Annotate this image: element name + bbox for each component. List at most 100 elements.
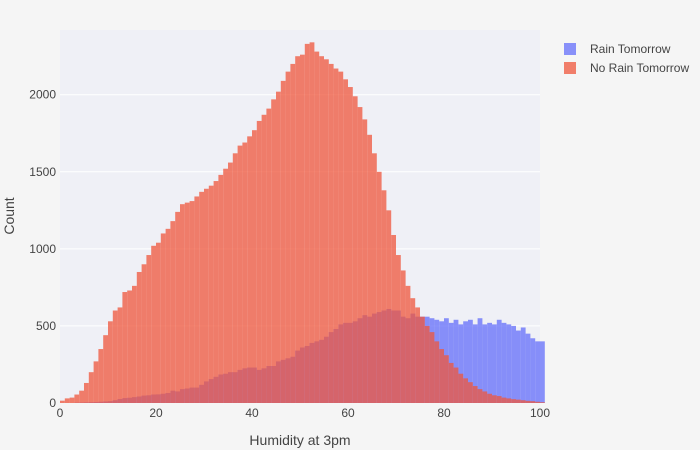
histogram-bar	[530, 338, 536, 403]
x-tick-label: 80	[437, 406, 451, 420]
histogram-bar	[448, 322, 454, 403]
histogram-bar	[204, 188, 209, 403]
histogram-bar	[256, 120, 262, 403]
histogram-bar	[189, 201, 195, 403]
histogram-bar	[165, 228, 171, 403]
histogram-bar	[319, 56, 324, 403]
histogram-bar	[261, 114, 267, 403]
histogram-bar	[242, 142, 248, 403]
histogram-bar	[252, 130, 257, 403]
histogram-bar	[151, 245, 156, 403]
histogram-bar	[448, 362, 454, 403]
y-tick-label: 1000	[29, 242, 56, 256]
y-tick-label: 0	[49, 396, 56, 410]
histogram-bar	[458, 324, 464, 403]
histogram-bar	[84, 382, 89, 403]
histogram-bar	[415, 307, 420, 403]
y-tick-label: 2000	[29, 88, 56, 102]
x-tick-label: 60	[341, 406, 355, 420]
x-tick-label: 40	[245, 406, 259, 420]
histogram-bar	[237, 145, 243, 403]
histogram-bar	[386, 210, 392, 403]
histogram-bars	[60, 42, 545, 404]
histogram-bar	[357, 107, 363, 404]
histogram-bar	[266, 108, 272, 404]
histogram-bar	[290, 63, 296, 404]
histogram-bar	[468, 319, 473, 403]
histogram-bar	[271, 99, 276, 404]
histogram-bar	[424, 325, 430, 403]
histogram-bar	[69, 397, 75, 403]
histogram-bar	[458, 373, 464, 403]
histogram-bar	[487, 322, 492, 403]
legend-item-no-rain-tomorrow[interactable]: No Rain Tomorrow	[564, 61, 689, 75]
x-tick-label: 0	[57, 406, 64, 420]
histogram-bar	[175, 211, 180, 403]
histogram-bar	[501, 322, 507, 403]
histogram-bar	[482, 391, 488, 403]
histogram-bar	[496, 319, 502, 403]
histogram-bar	[213, 181, 219, 403]
histogram-bar	[516, 399, 521, 403]
histogram-bar	[276, 91, 281, 403]
histogram-bar	[405, 285, 411, 403]
histogram-bar	[141, 264, 147, 403]
histogram-bar	[60, 400, 65, 403]
histogram-bar	[535, 401, 540, 403]
histogram-bar	[223, 168, 228, 403]
histogram-bar	[453, 367, 459, 403]
histogram-bar	[540, 402, 545, 403]
histogram-bar	[396, 255, 401, 403]
y-axis-title: Count	[1, 197, 17, 234]
histogram-bar	[367, 134, 372, 403]
series-no-rain-tomorrow	[60, 42, 545, 404]
histogram-bar	[492, 324, 497, 403]
histogram-bar	[477, 318, 483, 403]
histogram-bar	[472, 324, 478, 403]
histogram-bar	[194, 196, 200, 403]
histogram-bar	[304, 43, 310, 404]
histogram-bar	[127, 290, 132, 403]
histogram-bar	[228, 162, 233, 403]
histogram-bar	[170, 221, 176, 403]
histogram-bar	[184, 202, 190, 403]
legend-swatch	[564, 43, 576, 55]
y-tick-label: 500	[36, 319, 56, 333]
histogram-bar	[112, 310, 118, 403]
legend-swatch	[564, 62, 576, 74]
histogram-bar	[314, 51, 320, 403]
histogram-bar	[429, 332, 435, 403]
histogram-bar	[93, 361, 99, 403]
legend[interactable]: Rain Tomorrow No Rain Tomorrow	[564, 42, 689, 75]
histogram-bar	[391, 234, 396, 403]
histogram-bar	[309, 42, 315, 404]
histogram-bar	[232, 153, 238, 403]
histogram-bar	[434, 341, 440, 403]
histogram-bar	[333, 68, 339, 404]
histogram-bar	[156, 242, 161, 403]
x-axis-ticks: 0 20 40 60 80 100	[57, 406, 551, 420]
histogram-bar	[376, 171, 382, 403]
legend-label: Rain Tomorrow	[590, 42, 671, 56]
histogram-bar	[136, 271, 142, 403]
histogram-bar	[501, 397, 507, 403]
histogram-bar	[516, 330, 521, 403]
histogram-bar	[160, 233, 166, 403]
histogram-bar	[492, 395, 497, 403]
histogram-bar	[348, 87, 353, 403]
histogram-bar	[496, 396, 502, 403]
legend-item-rain-tomorrow[interactable]: Rain Tomorrow	[564, 42, 671, 56]
histogram-bar	[463, 378, 468, 403]
histogram-bar	[199, 191, 204, 403]
histogram-bar	[324, 59, 329, 403]
histogram-bar	[208, 185, 214, 403]
histogram-bar	[482, 324, 488, 403]
histogram-bar	[487, 393, 492, 403]
histogram-bar	[511, 325, 516, 403]
histogram-bar	[420, 316, 425, 403]
histogram-bar	[362, 119, 368, 403]
histogram-bar	[444, 355, 449, 403]
x-tick-label: 20	[149, 406, 163, 420]
